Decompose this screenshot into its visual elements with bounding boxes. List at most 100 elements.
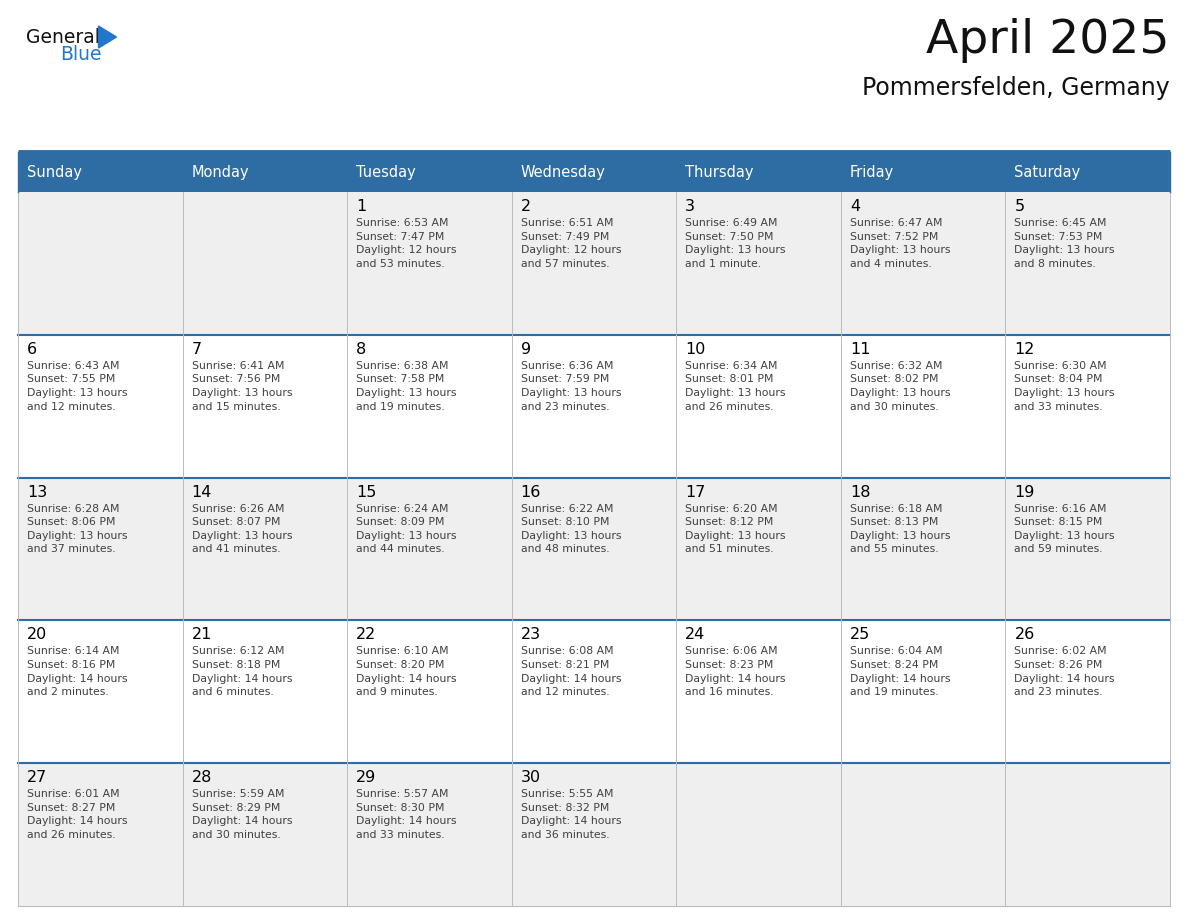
Text: 6: 6 <box>27 341 37 357</box>
Text: 29: 29 <box>356 770 377 785</box>
Text: 11: 11 <box>849 341 871 357</box>
Text: Sunrise: 5:57 AM
Sunset: 8:30 PM
Daylight: 14 hours
and 33 minutes.: Sunrise: 5:57 AM Sunset: 8:30 PM Dayligh… <box>356 789 456 840</box>
Text: 1: 1 <box>356 199 366 214</box>
Text: Sunrise: 6:14 AM
Sunset: 8:16 PM
Daylight: 14 hours
and 2 minutes.: Sunrise: 6:14 AM Sunset: 8:16 PM Dayligh… <box>27 646 127 697</box>
Text: Sunrise: 6:01 AM
Sunset: 8:27 PM
Daylight: 14 hours
and 26 minutes.: Sunrise: 6:01 AM Sunset: 8:27 PM Dayligh… <box>27 789 127 840</box>
Text: Sunrise: 6:36 AM
Sunset: 7:59 PM
Daylight: 13 hours
and 23 minutes.: Sunrise: 6:36 AM Sunset: 7:59 PM Dayligh… <box>520 361 621 411</box>
Bar <box>676 477 841 621</box>
Text: General: General <box>26 28 100 47</box>
Bar <box>347 477 512 621</box>
Text: Sunrise: 6:04 AM
Sunset: 8:24 PM
Daylight: 14 hours
and 19 minutes.: Sunrise: 6:04 AM Sunset: 8:24 PM Dayligh… <box>849 646 950 697</box>
Text: Sunrise: 6:34 AM
Sunset: 8:01 PM
Daylight: 13 hours
and 26 minutes.: Sunrise: 6:34 AM Sunset: 8:01 PM Dayligh… <box>685 361 785 411</box>
Polygon shape <box>99 26 116 48</box>
Bar <box>1005 335 1170 477</box>
Text: 14: 14 <box>191 485 211 499</box>
Bar <box>18 763 183 906</box>
Bar <box>183 763 347 906</box>
Text: 17: 17 <box>685 485 706 499</box>
Text: 28: 28 <box>191 770 211 785</box>
Text: Sunrise: 6:18 AM
Sunset: 8:13 PM
Daylight: 13 hours
and 55 minutes.: Sunrise: 6:18 AM Sunset: 8:13 PM Dayligh… <box>849 504 950 554</box>
Text: Sunrise: 6:12 AM
Sunset: 8:18 PM
Daylight: 14 hours
and 6 minutes.: Sunrise: 6:12 AM Sunset: 8:18 PM Dayligh… <box>191 646 292 697</box>
Text: Sunrise: 6:22 AM
Sunset: 8:10 PM
Daylight: 13 hours
and 48 minutes.: Sunrise: 6:22 AM Sunset: 8:10 PM Dayligh… <box>520 504 621 554</box>
Bar <box>676 763 841 906</box>
Bar <box>512 621 676 763</box>
Text: 10: 10 <box>685 341 706 357</box>
Text: Sunrise: 6:47 AM
Sunset: 7:52 PM
Daylight: 13 hours
and 4 minutes.: Sunrise: 6:47 AM Sunset: 7:52 PM Dayligh… <box>849 218 950 269</box>
Text: 19: 19 <box>1015 485 1035 499</box>
Text: 3: 3 <box>685 199 695 214</box>
Text: 26: 26 <box>1015 627 1035 643</box>
Bar <box>1005 152 1170 192</box>
Text: 25: 25 <box>849 627 870 643</box>
Text: Sunrise: 6:06 AM
Sunset: 8:23 PM
Daylight: 14 hours
and 16 minutes.: Sunrise: 6:06 AM Sunset: 8:23 PM Dayligh… <box>685 646 785 697</box>
Text: 21: 21 <box>191 627 211 643</box>
Text: Sunrise: 5:59 AM
Sunset: 8:29 PM
Daylight: 14 hours
and 30 minutes.: Sunrise: 5:59 AM Sunset: 8:29 PM Dayligh… <box>191 789 292 840</box>
Text: 15: 15 <box>356 485 377 499</box>
Text: 30: 30 <box>520 770 541 785</box>
Text: Sunrise: 6:20 AM
Sunset: 8:12 PM
Daylight: 13 hours
and 51 minutes.: Sunrise: 6:20 AM Sunset: 8:12 PM Dayligh… <box>685 504 785 554</box>
Text: Sunrise: 6:32 AM
Sunset: 8:02 PM
Daylight: 13 hours
and 30 minutes.: Sunrise: 6:32 AM Sunset: 8:02 PM Dayligh… <box>849 361 950 411</box>
Bar <box>183 621 347 763</box>
Bar <box>841 477 1005 621</box>
Text: 12: 12 <box>1015 341 1035 357</box>
Text: Sunrise: 6:28 AM
Sunset: 8:06 PM
Daylight: 13 hours
and 37 minutes.: Sunrise: 6:28 AM Sunset: 8:06 PM Dayligh… <box>27 504 127 554</box>
Bar <box>1005 621 1170 763</box>
Bar <box>841 192 1005 335</box>
Bar <box>1005 477 1170 621</box>
Bar <box>841 621 1005 763</box>
Text: April 2025: April 2025 <box>927 18 1170 63</box>
Text: 4: 4 <box>849 199 860 214</box>
Text: Sunrise: 6:26 AM
Sunset: 8:07 PM
Daylight: 13 hours
and 41 minutes.: Sunrise: 6:26 AM Sunset: 8:07 PM Dayligh… <box>191 504 292 554</box>
Bar <box>347 192 512 335</box>
Bar <box>841 152 1005 192</box>
Bar <box>18 192 183 335</box>
Bar <box>512 477 676 621</box>
Bar <box>183 152 347 192</box>
Bar <box>347 763 512 906</box>
Bar <box>676 192 841 335</box>
Text: Monday: Monday <box>191 164 249 180</box>
Bar <box>18 621 183 763</box>
Text: 9: 9 <box>520 341 531 357</box>
Text: Sunrise: 6:30 AM
Sunset: 8:04 PM
Daylight: 13 hours
and 33 minutes.: Sunrise: 6:30 AM Sunset: 8:04 PM Dayligh… <box>1015 361 1114 411</box>
Text: 5: 5 <box>1015 199 1024 214</box>
Text: 23: 23 <box>520 627 541 643</box>
Bar <box>18 477 183 621</box>
Bar <box>676 621 841 763</box>
Text: Wednesday: Wednesday <box>520 164 606 180</box>
Text: Friday: Friday <box>849 164 895 180</box>
Bar <box>512 763 676 906</box>
Text: 16: 16 <box>520 485 541 499</box>
Bar <box>183 477 347 621</box>
Text: Sunrise: 6:51 AM
Sunset: 7:49 PM
Daylight: 12 hours
and 57 minutes.: Sunrise: 6:51 AM Sunset: 7:49 PM Dayligh… <box>520 218 621 269</box>
Text: Sunrise: 6:43 AM
Sunset: 7:55 PM
Daylight: 13 hours
and 12 minutes.: Sunrise: 6:43 AM Sunset: 7:55 PM Dayligh… <box>27 361 127 411</box>
Bar <box>1005 192 1170 335</box>
Text: Sunrise: 6:41 AM
Sunset: 7:56 PM
Daylight: 13 hours
and 15 minutes.: Sunrise: 6:41 AM Sunset: 7:56 PM Dayligh… <box>191 361 292 411</box>
Text: Sunday: Sunday <box>27 164 82 180</box>
Bar <box>18 335 183 477</box>
Text: 7: 7 <box>191 341 202 357</box>
Bar <box>512 192 676 335</box>
Text: Blue: Blue <box>61 46 101 64</box>
Text: Thursday: Thursday <box>685 164 753 180</box>
Text: 27: 27 <box>27 770 48 785</box>
Bar <box>841 335 1005 477</box>
Text: Sunrise: 6:45 AM
Sunset: 7:53 PM
Daylight: 13 hours
and 8 minutes.: Sunrise: 6:45 AM Sunset: 7:53 PM Dayligh… <box>1015 218 1114 269</box>
Text: 22: 22 <box>356 627 377 643</box>
Text: Saturday: Saturday <box>1015 164 1081 180</box>
Text: 2: 2 <box>520 199 531 214</box>
Text: 8: 8 <box>356 341 366 357</box>
Bar <box>347 621 512 763</box>
Text: 18: 18 <box>849 485 871 499</box>
Bar <box>512 335 676 477</box>
Text: Sunrise: 6:08 AM
Sunset: 8:21 PM
Daylight: 14 hours
and 12 minutes.: Sunrise: 6:08 AM Sunset: 8:21 PM Dayligh… <box>520 646 621 697</box>
Text: Sunrise: 5:55 AM
Sunset: 8:32 PM
Daylight: 14 hours
and 36 minutes.: Sunrise: 5:55 AM Sunset: 8:32 PM Dayligh… <box>520 789 621 840</box>
Bar <box>18 152 183 192</box>
Bar <box>347 152 512 192</box>
Text: Sunrise: 6:49 AM
Sunset: 7:50 PM
Daylight: 13 hours
and 1 minute.: Sunrise: 6:49 AM Sunset: 7:50 PM Dayligh… <box>685 218 785 269</box>
Text: Sunrise: 6:53 AM
Sunset: 7:47 PM
Daylight: 12 hours
and 53 minutes.: Sunrise: 6:53 AM Sunset: 7:47 PM Dayligh… <box>356 218 456 269</box>
Text: 24: 24 <box>685 627 706 643</box>
Bar <box>183 192 347 335</box>
Text: 13: 13 <box>27 485 48 499</box>
Text: Sunrise: 6:10 AM
Sunset: 8:20 PM
Daylight: 14 hours
and 9 minutes.: Sunrise: 6:10 AM Sunset: 8:20 PM Dayligh… <box>356 646 456 697</box>
